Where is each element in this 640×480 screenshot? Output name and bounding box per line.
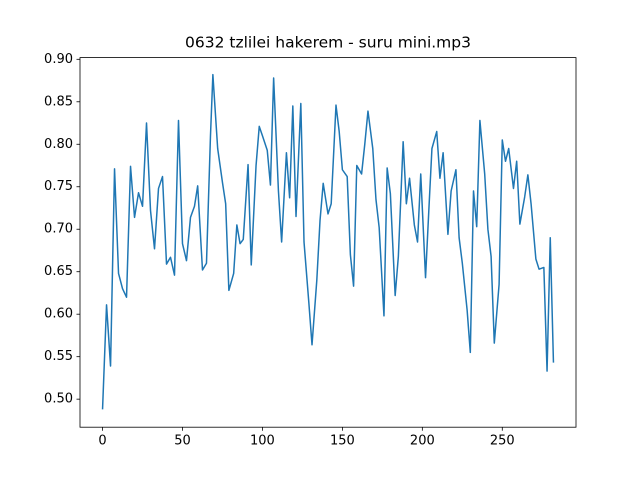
x-tick-label: 50 xyxy=(174,434,191,449)
x-tick-label: 150 xyxy=(330,434,355,449)
y-tick-label: 0.65 xyxy=(44,264,73,279)
y-tick-label: 0.85 xyxy=(44,94,73,109)
x-tick-label: 200 xyxy=(410,434,435,449)
y-tick-label: 0.75 xyxy=(44,179,73,194)
data-line xyxy=(101,73,555,410)
y-tick-label: 0.60 xyxy=(44,307,73,322)
x-tick-label: 0 xyxy=(98,434,106,449)
y-tick-label: 0.90 xyxy=(44,52,73,67)
y-tick-label: 0.50 xyxy=(44,392,73,407)
x-tick-label: 250 xyxy=(490,434,515,449)
y-tick-label: 0.55 xyxy=(44,349,73,364)
chart-title: 0632 tzlilei hakerem - suru mini.mp3 xyxy=(185,34,471,52)
axes-frame xyxy=(79,57,577,428)
y-tick-label: 0.80 xyxy=(44,137,73,152)
y-tick-label: 0.70 xyxy=(44,222,73,237)
x-tick-label: 100 xyxy=(250,434,275,449)
